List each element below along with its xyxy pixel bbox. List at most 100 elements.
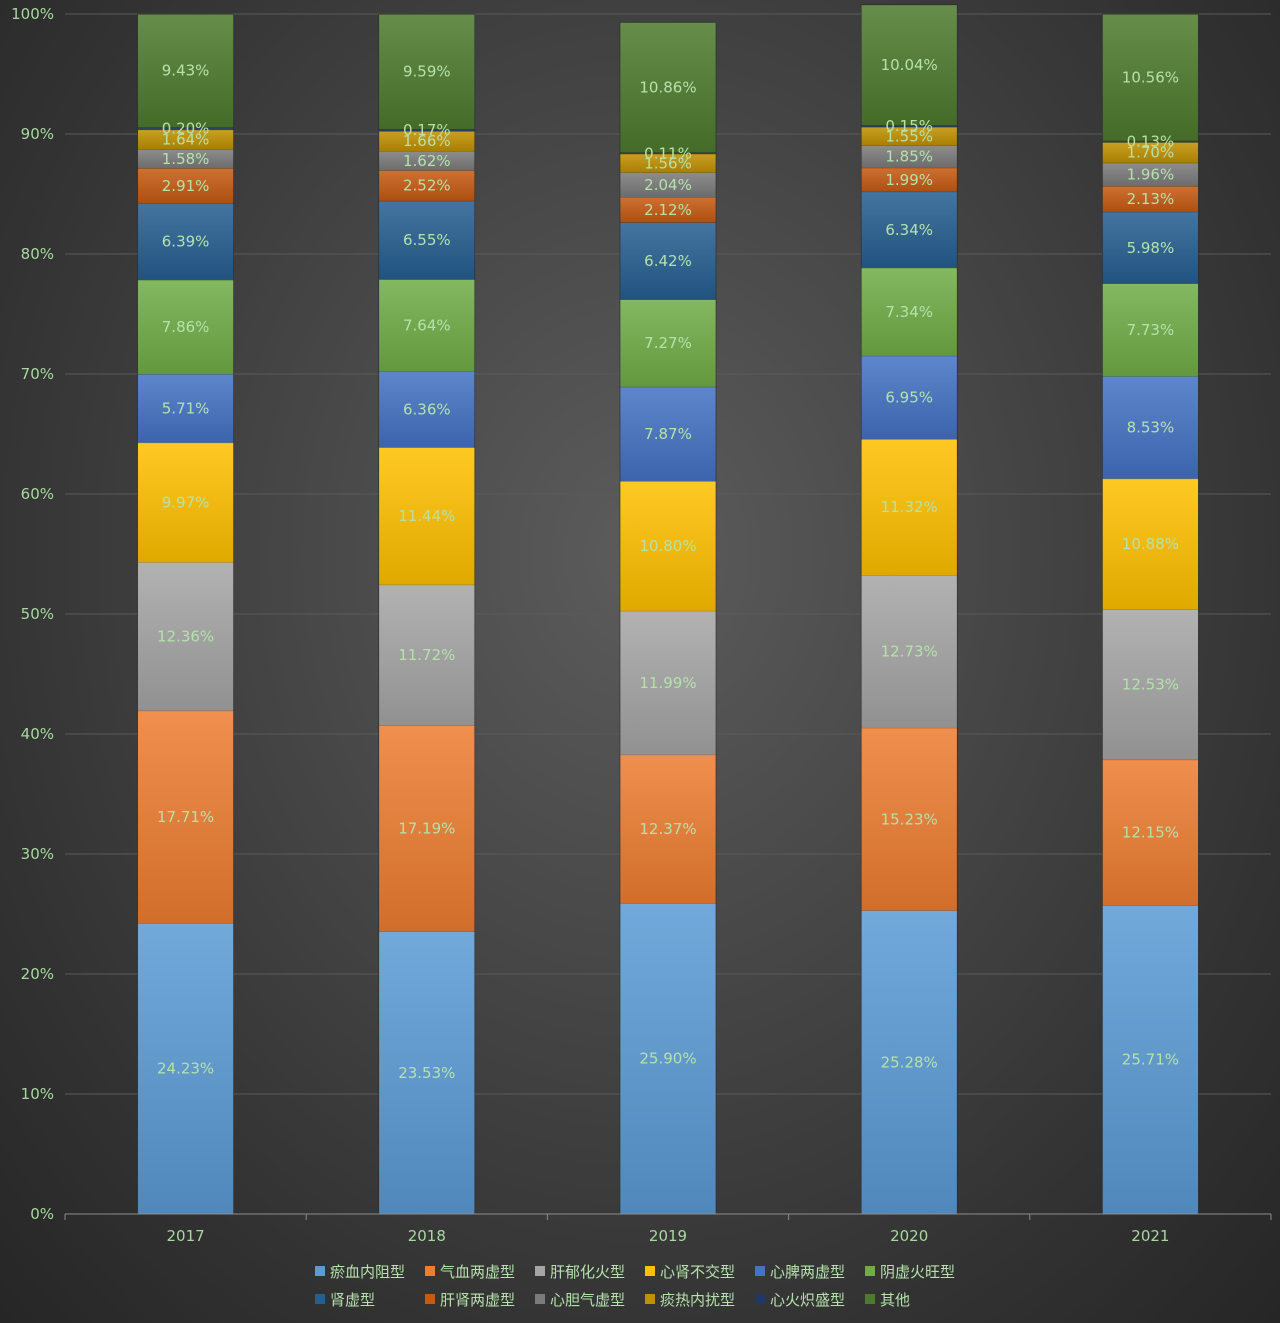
bar-segment — [861, 910, 958, 1214]
data-label: 0.20% — [162, 119, 210, 137]
bar-segment — [861, 127, 958, 146]
bar-segment — [1102, 759, 1199, 906]
legend-label: 心脾两虚型 — [770, 1263, 845, 1281]
bar-segment — [137, 129, 234, 150]
data-label: 11.72% — [398, 646, 455, 664]
legend-swatch — [425, 1266, 435, 1276]
data-label: 0.15% — [885, 117, 933, 135]
legend-label: 气血两虚型 — [440, 1263, 515, 1281]
data-label: 9.59% — [403, 63, 451, 81]
bar-segment — [861, 355, 958, 440]
bar-segment — [137, 923, 234, 1214]
y-tick-label: 60% — [21, 485, 54, 503]
data-label: 1.66% — [403, 132, 451, 150]
bar-segment — [1102, 609, 1199, 760]
bar-segment — [378, 931, 475, 1214]
legend-item: 肾虚型 — [315, 1291, 375, 1309]
data-label: 0.17% — [403, 121, 451, 139]
data-label: 8.53% — [1127, 419, 1175, 437]
bar-segment — [137, 14, 234, 128]
bar-segment — [620, 22, 716, 153]
bar-segment — [137, 562, 234, 711]
data-label: 15.23% — [881, 810, 938, 828]
data-label: 2.13% — [1127, 190, 1175, 208]
bar-segment — [137, 127, 234, 130]
bar-segment — [137, 710, 234, 924]
legend-swatch — [865, 1294, 875, 1304]
data-label: 2.52% — [403, 177, 451, 195]
bar-segment — [1102, 162, 1199, 187]
data-label: 12.53% — [1122, 676, 1179, 694]
data-label: 9.43% — [162, 62, 210, 80]
bar-segment — [378, 200, 475, 280]
y-tick-label: 100% — [11, 5, 54, 23]
legend-swatch — [315, 1266, 325, 1276]
legend-item: 阴虚火旺型 — [865, 1263, 955, 1281]
legend-swatch — [535, 1266, 545, 1276]
bar-segment — [137, 442, 234, 563]
data-label: 11.44% — [398, 507, 455, 525]
legend-label: 其他 — [880, 1291, 910, 1309]
legend-label: 肝肾两虚型 — [440, 1291, 515, 1309]
data-label: 12.37% — [639, 820, 696, 838]
bar-segment — [1102, 478, 1199, 610]
bar-segment — [137, 149, 234, 169]
legend-swatch — [425, 1294, 435, 1304]
bar-segment — [620, 197, 716, 223]
data-label: 11.99% — [639, 674, 696, 692]
data-label: 1.99% — [885, 171, 933, 189]
data-label: 6.34% — [885, 221, 933, 239]
data-label: 1.58% — [162, 150, 210, 168]
legend-item: 心胆气虚型 — [535, 1291, 625, 1309]
legend-item: 心火炽盛型 — [755, 1291, 845, 1309]
y-tick-label: 50% — [21, 605, 54, 623]
data-label: 10.86% — [639, 78, 696, 96]
data-label: 2.04% — [644, 176, 692, 194]
bar-segment — [1102, 211, 1199, 284]
data-label: 6.55% — [403, 231, 451, 249]
legend-swatch — [755, 1266, 765, 1276]
bar-segment — [861, 4, 958, 126]
legend-label: 肝郁化火型 — [550, 1263, 625, 1281]
data-label: 2.91% — [162, 177, 210, 195]
bar-segment — [861, 267, 958, 356]
axes: 0% 10% 20% 30% 40% 50% 60% 70% 80% 90% 100% 2017 201… — [11, 5, 1272, 1245]
bar-segment — [620, 222, 716, 300]
legend-swatch — [755, 1294, 765, 1304]
bar-segment — [620, 610, 716, 755]
legend-item: 心肾不交型 — [645, 1263, 735, 1281]
bar-segment — [378, 725, 475, 932]
legend-label: 心肾不交型 — [660, 1263, 735, 1281]
legend-item: 气血两虚型 — [425, 1263, 515, 1281]
data-label: 25.71% — [1122, 1051, 1179, 1069]
bar-segment — [1102, 283, 1199, 377]
x-category-label: 2019 — [649, 1227, 687, 1245]
bar-segment — [378, 170, 475, 201]
bar-segment — [1102, 142, 1199, 163]
x-category-label: 2017 — [167, 1227, 205, 1245]
bar-segment — [1102, 905, 1199, 1214]
data-label: 6.39% — [162, 233, 210, 251]
y-tick-label: 10% — [21, 1085, 54, 1103]
y-tick-label: 90% — [21, 125, 54, 143]
bar-segment — [378, 447, 475, 585]
data-label: 11.32% — [881, 498, 938, 516]
data-label: 9.97% — [162, 494, 210, 512]
bar-segment — [378, 131, 475, 152]
data-label: 12.36% — [157, 628, 214, 646]
bar-segment — [861, 167, 958, 192]
bar-segment — [861, 439, 958, 576]
y-tick-label: 80% — [21, 245, 54, 263]
data-label: 7.27% — [644, 334, 692, 352]
y-tick-label: 40% — [21, 725, 54, 743]
legend-swatch — [535, 1294, 545, 1304]
bar-segment — [1102, 140, 1199, 143]
legend-item: 肝郁化火型 — [535, 1263, 625, 1281]
y-tick-label: 70% — [21, 365, 54, 383]
data-label: 10.88% — [1122, 535, 1179, 553]
data-label: 17.19% — [398, 820, 455, 838]
bar-segment — [620, 903, 716, 1214]
bar-segment — [620, 152, 716, 154]
